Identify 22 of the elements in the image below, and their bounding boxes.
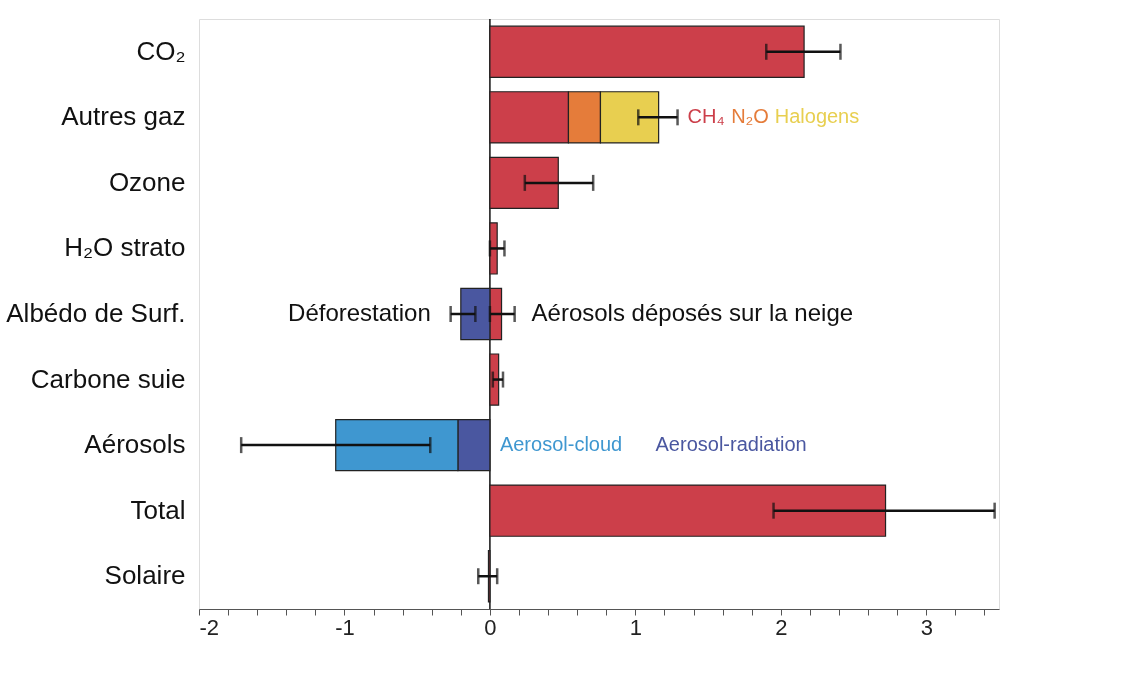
text: Halogens [774, 105, 860, 128]
y-tick-label: CO₂ [136, 35, 186, 66]
y-tick-label: Ozone [108, 166, 186, 197]
annotation: Aérosols déposés sur la neige [531, 299, 854, 326]
y-tick-label: Total [130, 494, 186, 525]
text: Aerosol-radiation [655, 433, 807, 456]
x-tick-label: 1 [629, 614, 642, 640]
x-tick-label: 3 [920, 614, 933, 640]
y-tick-label: Aérosols [84, 429, 186, 460]
annotation: Déforestation [288, 299, 431, 326]
text: CH₄ [687, 105, 725, 128]
x-tick-label: 0 [484, 614, 497, 640]
x-tick-label: -2 [199, 614, 220, 640]
y-tick-label: Carbone suie [30, 363, 186, 394]
x-tick-label: -1 [335, 614, 355, 640]
text: Aerosol-cloud [499, 433, 623, 456]
text: N₂O [731, 105, 769, 128]
y-tick-label: Albédo de Surf. [6, 298, 186, 328]
y-tick-label: Autres gaz [61, 101, 186, 132]
y-tick-label: Solaire [104, 560, 186, 591]
x-tick-label: 2 [775, 614, 788, 640]
y-tick-label: H₂O strato [64, 232, 186, 263]
